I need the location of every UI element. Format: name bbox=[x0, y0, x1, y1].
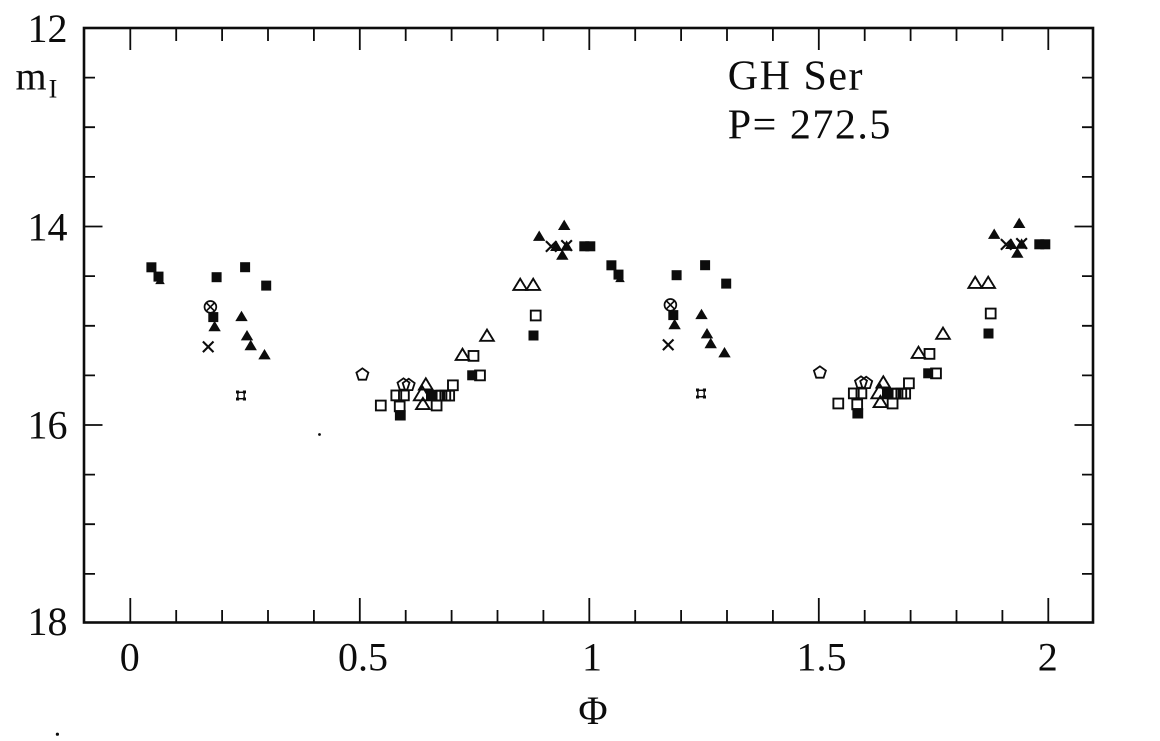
svg-text:P= 272.5: P= 272.5 bbox=[728, 103, 892, 149]
svg-text:Φ: Φ bbox=[578, 688, 607, 733]
svg-text:0: 0 bbox=[120, 635, 140, 680]
svg-text:12: 12 bbox=[28, 6, 68, 51]
svg-text:14: 14 bbox=[28, 204, 68, 249]
svg-text:GH Ser: GH Ser bbox=[728, 54, 864, 100]
svg-text:2: 2 bbox=[1038, 635, 1058, 680]
svg-text:1.5: 1.5 bbox=[797, 635, 847, 680]
svg-text:16: 16 bbox=[28, 403, 68, 448]
svg-text:1: 1 bbox=[582, 635, 602, 680]
svg-text:18: 18 bbox=[28, 599, 68, 644]
svg-text:0.5: 0.5 bbox=[338, 635, 388, 680]
